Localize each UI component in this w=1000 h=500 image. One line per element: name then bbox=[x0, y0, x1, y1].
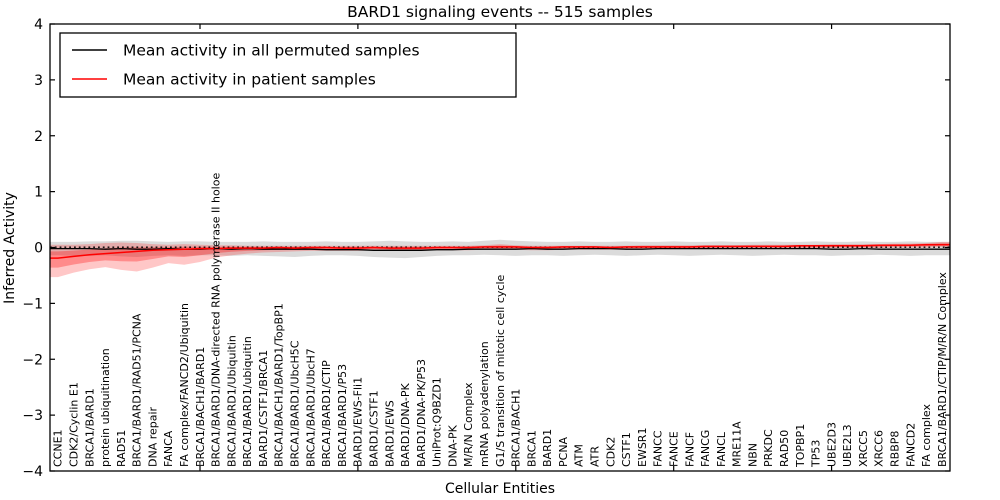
x-tick-label: CDK2 bbox=[604, 437, 617, 467]
x-tick-label: ATM bbox=[573, 444, 586, 467]
x-tick-label: RAD50 bbox=[778, 430, 791, 467]
plot-area: 4 3 2 1 0 −1 −2 −3 −4 bbox=[22, 17, 950, 480]
y-tick-label: 2 bbox=[34, 129, 43, 145]
y-axis-label: Inferred Activity bbox=[2, 192, 18, 304]
x-tick-label: BRCA1/BARD1/RAD51/PCNA bbox=[131, 313, 144, 467]
x-tick-label: DNA-PK bbox=[446, 424, 459, 467]
x-tick-label: CSTF1 bbox=[620, 432, 633, 467]
x-tick-label: EWSR1 bbox=[636, 428, 649, 467]
x-tick-label: TP53 bbox=[810, 440, 823, 468]
y-tick-label: −3 bbox=[22, 408, 43, 424]
x-tick-label: BARD1/DNA-PK/P53 bbox=[415, 359, 428, 467]
x-tick-label: DNA repair bbox=[146, 406, 159, 467]
chart-title: BARD1 signaling events -- 515 samples bbox=[347, 3, 653, 21]
x-tick-label: FANCG bbox=[699, 430, 712, 467]
x-tick-label: FANCE bbox=[667, 431, 680, 467]
y-tick-label: 1 bbox=[34, 185, 43, 201]
x-tick-label: BARD1/CSTF1 bbox=[367, 390, 380, 467]
x-tick-label: MRE11A bbox=[731, 421, 744, 467]
x-tick-label: G1/S transition of mitotic cell cycle bbox=[494, 274, 507, 467]
x-tick-label: TOPBP1 bbox=[794, 424, 807, 468]
y-tick-label: 4 bbox=[34, 17, 43, 33]
x-tick-label: FANCD2 bbox=[904, 423, 917, 467]
x-tick-label: BRCA1/BACH1/BARD1 bbox=[194, 347, 207, 467]
x-tick-label: protein ubiquitination bbox=[99, 348, 112, 467]
legend-label-patient: Mean activity in patient samples bbox=[123, 71, 376, 89]
x-tick-label: UBE2L3 bbox=[841, 424, 854, 467]
y-tick-label: −1 bbox=[22, 296, 43, 312]
legend-box bbox=[59, 32, 517, 98]
x-tick-label: CDK2/Cyclin E1 bbox=[67, 382, 80, 467]
legend-label-permuted: Mean activity in all permuted samples bbox=[123, 42, 420, 60]
x-tick-label: BARD1/EWS bbox=[383, 400, 396, 467]
x-tick-label: ATR bbox=[588, 446, 601, 467]
x-tick-label: FANCF bbox=[683, 432, 696, 467]
y-tick-label: −2 bbox=[22, 352, 43, 368]
x-tick-label: BRCA1/BARD1/CTIP/M/R/N Complex bbox=[936, 272, 949, 467]
x-tick-label: BRCA1/BARD1/CTIP bbox=[320, 360, 333, 467]
x-tick-label: NBN bbox=[746, 443, 759, 467]
x-tick-label: XRCC5 bbox=[857, 430, 870, 467]
x-tick-label: BARD1/DNA-PK bbox=[399, 383, 412, 467]
x-tick-label: FANCL bbox=[715, 431, 728, 467]
x-tick-label: FANCC bbox=[652, 430, 665, 467]
x-tick-label: BARD1 bbox=[541, 429, 554, 467]
x-tick-label: BRCA1/BARD1/UbcH7 bbox=[304, 348, 317, 467]
x-tick-labels: CCNE1 CDK2/Cyclin E1 BRCA1/BARD1 protein ub… bbox=[52, 173, 949, 468]
y-tick-label: 3 bbox=[34, 73, 43, 89]
x-tick-label: BRCA1/BARD1 bbox=[83, 388, 96, 467]
x-tick-label: XRCC6 bbox=[873, 430, 886, 467]
x-tick-label: BRCA1/BARD1/ubiquitin bbox=[241, 336, 254, 467]
x-axis-label: Cellular Entities bbox=[445, 481, 555, 497]
x-tick-label: RAD51 bbox=[115, 430, 128, 467]
x-tick-label: UBE2D3 bbox=[825, 422, 838, 467]
x-tick-label: FANCA bbox=[162, 430, 175, 467]
x-tick-label: BRCA1/BACH1 bbox=[510, 389, 523, 467]
x-tick-label: PRKDC bbox=[762, 429, 775, 467]
patient-range-band-outer bbox=[50, 241, 950, 278]
x-tick-label: BRCA1/BARD1/Ubiquitin bbox=[225, 335, 238, 467]
x-tick-label: UniProt:Q9BZD1 bbox=[431, 377, 444, 467]
x-tick-label: BARD1/CSTF1/BRCA1 bbox=[257, 350, 270, 467]
x-tick-label: BRCA1/BARD1/UbcH5C bbox=[288, 340, 301, 467]
x-tick-label: FA complex bbox=[920, 404, 933, 467]
x-tick-label: mRNA polyadenylation bbox=[478, 341, 491, 467]
patient-mean-line bbox=[50, 243, 950, 259]
x-tick-label: BRCA1/BARD1/P53 bbox=[336, 364, 349, 467]
x-tick-label: M/R/N Complex bbox=[462, 382, 475, 467]
legend: Mean activity in all permuted samples Me… bbox=[59, 32, 517, 98]
plot-border bbox=[49, 23, 951, 472]
x-tick-label: FA complex/FANCD2/Ubiquitin bbox=[178, 303, 191, 467]
x-tick-label: BRCA1 bbox=[525, 430, 538, 467]
x-tick-label: CCNE1 bbox=[52, 429, 65, 467]
x-tick-label: BRCA1/BACH1/BARD1/TopBP1 bbox=[273, 303, 286, 467]
y-tick-label: −4 bbox=[22, 464, 43, 480]
x-tick-label: BARD1/EWS-Fli1 bbox=[352, 377, 365, 467]
x-tick-label: PCNA bbox=[557, 436, 570, 467]
x-tick-label: RBBP8 bbox=[888, 431, 901, 467]
y-tick-label: 0 bbox=[34, 241, 43, 257]
x-tick-label: BRCA1/BARD1/DNA-directed RNA polymerase … bbox=[210, 173, 223, 467]
